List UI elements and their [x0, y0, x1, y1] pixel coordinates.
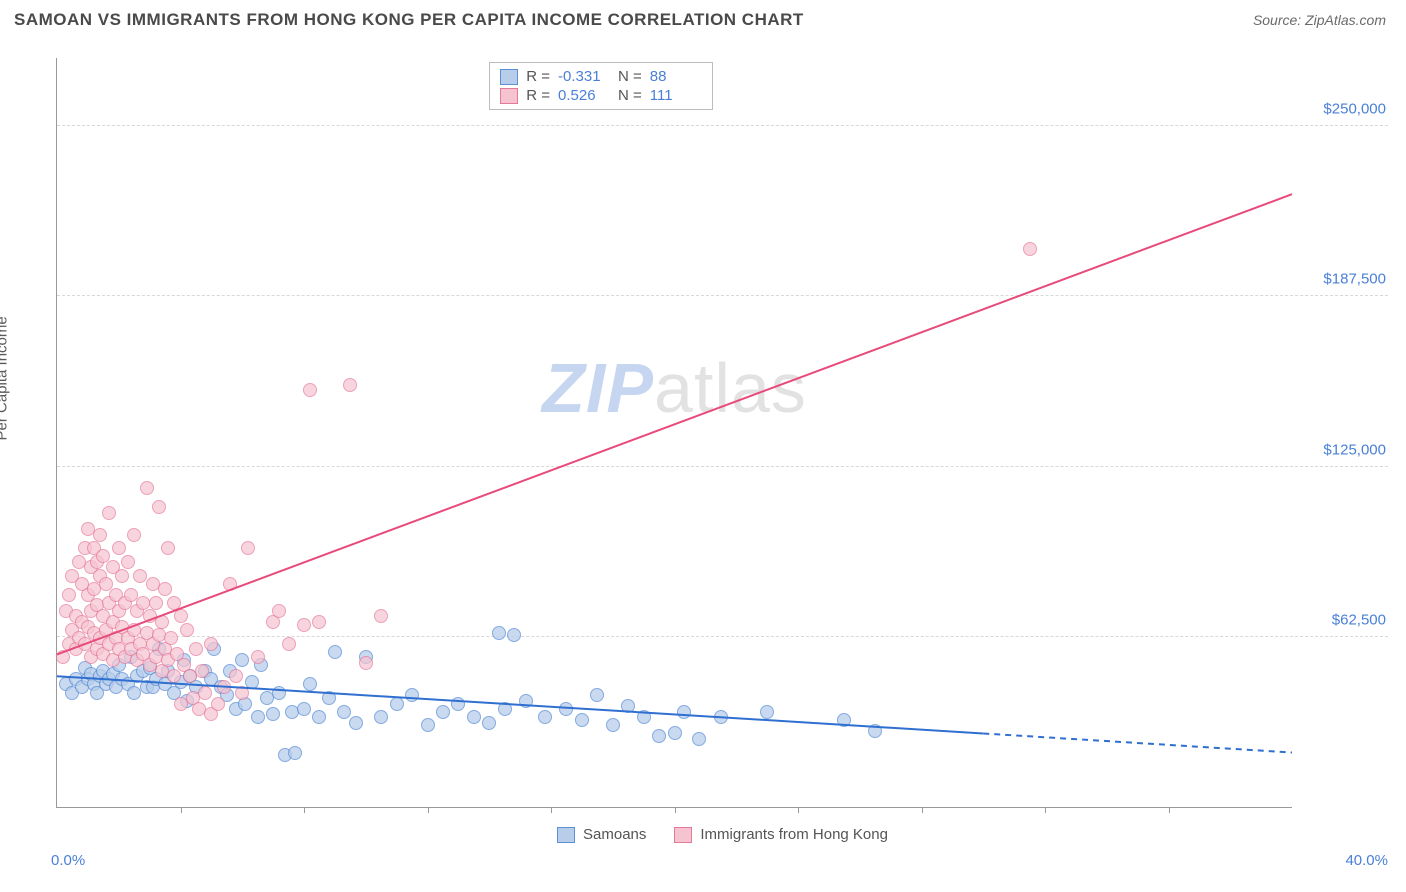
x-tick [304, 807, 305, 813]
x-tick [798, 807, 799, 813]
x-axis-max-label: 40.0% [1345, 852, 1388, 869]
x-tick [181, 807, 182, 813]
trend-line [57, 194, 1292, 654]
y-tick-label: $62,500 [1332, 611, 1386, 628]
y-tick-label: $250,000 [1323, 101, 1386, 118]
trend-line-dashed [983, 733, 1292, 752]
x-tick [551, 807, 552, 813]
x-tick [1045, 807, 1046, 813]
trend-overlay [57, 58, 1292, 807]
source-attribution: Source: ZipAtlas.com [1253, 12, 1386, 28]
plot-area: ZIPatlas R = -0.331 N = 88 R = 0.526 N =… [56, 58, 1292, 808]
legend-swatch-1 [557, 827, 575, 843]
y-tick-label: $187,500 [1323, 271, 1386, 288]
bottom-legend: Samoans Immigrants from Hong Kong [57, 826, 1388, 843]
x-tick [675, 807, 676, 813]
legend-item-2: Immigrants from Hong Kong [674, 826, 888, 843]
legend-label-1: Samoans [583, 826, 646, 843]
y-tick-label: $125,000 [1323, 441, 1386, 458]
x-tick [1169, 807, 1170, 813]
x-axis-min-label: 0.0% [51, 852, 85, 869]
x-tick [428, 807, 429, 813]
chart-container: Per Capita Income ZIPatlas R = -0.331 N … [14, 46, 1392, 878]
chart-title: SAMOAN VS IMMIGRANTS FROM HONG KONG PER … [14, 10, 804, 30]
trend-line [57, 676, 983, 733]
legend-label-2: Immigrants from Hong Kong [700, 826, 888, 843]
legend-item-1: Samoans [557, 826, 646, 843]
legend-swatch-2 [674, 827, 692, 843]
y-axis-label: Per Capita Income [0, 316, 11, 440]
x-tick [922, 807, 923, 813]
